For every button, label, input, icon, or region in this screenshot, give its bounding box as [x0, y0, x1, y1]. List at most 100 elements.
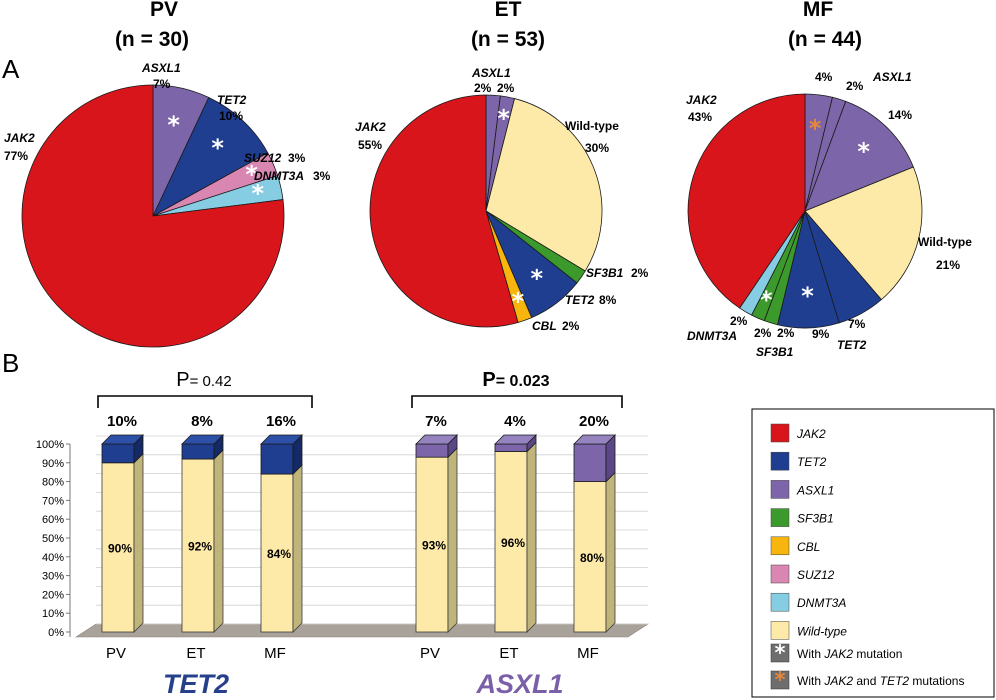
et-label-cbl-pct: 2% — [562, 319, 580, 333]
pv-pie-labels: JAK2 77% ASXL1 7% TET2 10% SUZ12 3% DNMT… — [4, 61, 331, 183]
legend-label: ASXL1 — [796, 483, 834, 497]
x-category-label: ET — [499, 645, 518, 662]
panel-label-b: B — [2, 348, 19, 378]
mf-pie-subtitle: (n = 44) — [788, 28, 862, 51]
legend-label: TET2 — [797, 455, 827, 469]
legend-item-suz12: SUZ12 — [770, 564, 835, 584]
wild-type-pct-label: 90% — [108, 541, 132, 555]
mf-slice-jak2-9 — [687, 93, 806, 309]
mutant-segment — [573, 443, 607, 482]
mf-pie-labels: JAK2 43% 4% 2% ASXL1 14% Wild-type 21% 7… — [686, 70, 972, 359]
y-tick-label: 90% — [42, 458, 64, 470]
mf-orange-star-icon: * — [809, 114, 822, 142]
pv-label-tet2-pct: 10% — [219, 109, 243, 123]
et-slice-jak2-6 — [369, 94, 519, 328]
mf-label-dnmt3a-pct: 2% — [730, 314, 748, 328]
bar-chart-bars: 90% 10% PV 92% 8% ET 84% 16% MF 93% 7% PV 96% 4% ET 80%… — [101, 413, 616, 662]
wild-type-segment — [494, 451, 528, 633]
mutant-pct-label: 20% — [579, 413, 609, 430]
legend-swatch — [770, 536, 790, 556]
mf-label-sf3b1: SF3B1 — [756, 345, 794, 359]
y-tick-label: 30% — [42, 571, 64, 583]
bar-chart-gridlines — [96, 435, 648, 625]
mf-label-jak2: JAK2 — [686, 93, 717, 107]
asxl1-bar-et: 96% 4% ET — [494, 413, 537, 662]
mf-label-asxl1-14pct: 14% — [888, 108, 912, 122]
legend-star-swatch-orange — [770, 670, 790, 690]
mf-label-asxl1-2pct: 2% — [846, 79, 864, 93]
legend-item-jak2: JAK2 — [770, 423, 826, 443]
mf-label-asxl1-4pct: 4% — [815, 70, 833, 84]
y-tick-label: 70% — [42, 495, 64, 507]
mutant-segment — [101, 443, 135, 464]
pv-label-suz12-pct: 3% — [288, 151, 306, 165]
mutant-segment — [415, 443, 449, 458]
asxl1-group-title: ASXL1 — [475, 669, 563, 699]
legend-star-text-jak2-tet2: With JAK2 and TET2 mutations — [797, 674, 964, 688]
mutant-pct-label: 4% — [504, 413, 526, 430]
legend-items: JAK2 TET2 ASXL1 SF3B1 CBL SUZ12 DNMT3A Wild-typ… — [770, 423, 847, 640]
orange-star-icon: * — [775, 668, 786, 692]
wild-type-segment-side — [447, 447, 458, 633]
x-category-label: MF — [264, 645, 286, 662]
legend-item-tet2: TET2 — [770, 451, 827, 471]
mutant-segment — [260, 443, 294, 475]
wild-type-segment — [573, 481, 607, 633]
et-label-wildtype: Wild-type — [565, 119, 619, 133]
mutant-segment-top — [101, 434, 144, 445]
mf-label-jak2-pct: 43% — [688, 110, 712, 124]
mf-label-wildtype-pct: 21% — [936, 258, 960, 272]
pv-pie-chart: **** — [21, 84, 285, 348]
y-tick-label: 20% — [42, 589, 64, 601]
et-white-star-icon: * — [497, 105, 510, 133]
legend-box — [751, 408, 995, 698]
pv-label-suz12: SUZ12 — [244, 151, 282, 165]
wild-type-pct-label: 92% — [188, 540, 212, 554]
et-label-sf3b1: SF3B1 — [586, 266, 624, 280]
wild-type-segment-side — [605, 471, 616, 633]
legend-label: JAK2 — [796, 427, 826, 441]
mutant-segment-top — [260, 434, 303, 445]
mf-label-asxl1: ASXL1 — [872, 70, 912, 84]
et-label-sf3b1-pct: 2% — [631, 266, 649, 280]
y-tick-label: 80% — [42, 477, 64, 489]
x-category-label: MF — [577, 645, 599, 662]
mf-pie-title: MF — [803, 0, 833, 21]
pv-pie-subtitle: (n = 30) — [115, 28, 189, 51]
legend-label: CBL — [797, 540, 820, 554]
mutant-segment-top — [415, 434, 458, 445]
x-category-label: PV — [420, 645, 440, 662]
et-pie-chart: *** — [369, 94, 603, 328]
et-pie-subtitle: (n = 53) — [471, 28, 545, 51]
mf-label-sf3b1-2pct-b: 2% — [754, 326, 772, 340]
et-label-tet2-pct: 8% — [599, 293, 617, 307]
mutant-pct-label: 7% — [425, 413, 447, 430]
et-pie-labels: JAK2 55% ASXL1 2% 2% Wild-type 30% SF3B1… — [355, 66, 649, 333]
tet2-bracket — [97, 395, 313, 408]
legend-item-sf3b1: SF3B1 — [770, 508, 834, 527]
et-label-tet2: TET2 — [565, 293, 595, 307]
legend-star-text-jak2: With JAK2 mutation — [797, 647, 902, 661]
pv-label-asxl1-pct: 7% — [153, 77, 171, 91]
legend-star-item-jak2: * With JAK2 mutation — [770, 641, 902, 665]
mutant-segment-top — [573, 434, 616, 445]
y-tick-label: 60% — [42, 514, 64, 526]
legend-swatch — [770, 621, 790, 640]
legend-swatch — [770, 564, 790, 584]
mutant-segment — [181, 443, 215, 460]
pv-label-dnmt3a-pct: 3% — [313, 169, 331, 183]
mutant-pct-label: 10% — [107, 413, 137, 430]
wild-type-segment-side — [213, 449, 224, 633]
legend-item-asxl1: ASXL1 — [770, 480, 834, 499]
wild-type-pct-label: 84% — [267, 547, 291, 561]
mutant-pct-label: 8% — [191, 413, 213, 430]
wild-type-pct-label: 93% — [422, 539, 446, 553]
et-label-wildtype-pct: 30% — [585, 141, 609, 155]
et-label-asxl1-pct-a: 2% — [474, 81, 492, 95]
floor-plane — [74, 623, 650, 638]
x-category-label: ET — [186, 645, 205, 662]
mf-label-dnmt3a: DNMT3A — [687, 329, 737, 343]
pv-pie-title: PV — [150, 0, 178, 21]
pv-white-star-icon: * — [252, 180, 265, 208]
